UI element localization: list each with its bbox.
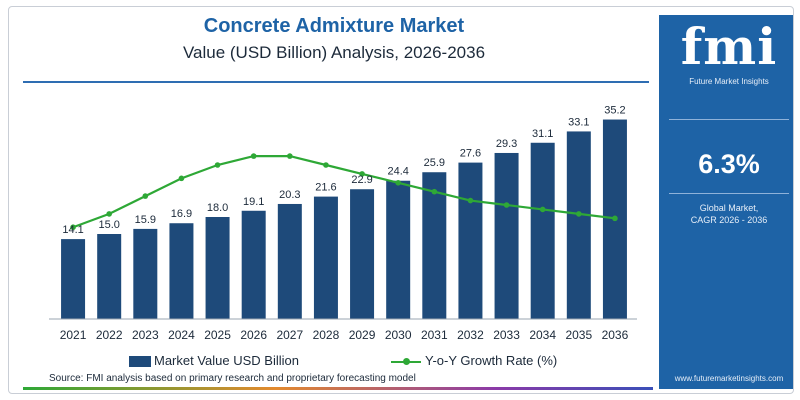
x-tick-label-2031: 2031: [421, 328, 448, 342]
bar-value-label-2024: 16.9: [171, 208, 192, 220]
bar-value-label-2030: 24.4: [387, 166, 408, 178]
x-tick-label-2032: 2032: [457, 328, 484, 342]
side-divider-top: [669, 119, 789, 120]
bottom-color-stripe: [23, 387, 653, 390]
x-tick-label-2022: 2022: [96, 328, 123, 342]
bar-2025: [205, 217, 230, 319]
bar-2023: [133, 228, 158, 319]
legend-bar-label: Market Value USD Billion: [154, 353, 299, 368]
growth-point-2021: [70, 224, 76, 231]
x-tick-label-2023: 2023: [132, 328, 159, 342]
growth-line: [72, 155, 616, 229]
growth-point-2028: [323, 162, 329, 168]
bar-value-label-2029: 22.9: [351, 174, 372, 186]
x-tick-label-2025: 2025: [204, 328, 231, 342]
x-tick-label-2036: 2036: [602, 328, 629, 342]
growth-point-2024: [178, 175, 185, 182]
bar-2022: [97, 234, 122, 319]
growth-point-2033: [503, 202, 510, 208]
cagr-value: 6.3%: [698, 149, 760, 179]
bar-value-label-2022: 15.0: [98, 219, 119, 231]
fmi-logo: fmi: [680, 17, 778, 76]
title-divider: [23, 81, 649, 83]
bar-value-label-2031: 25.9: [424, 157, 445, 169]
source-note: Source: FMI analysis based on primary re…: [49, 373, 416, 384]
bar-value-label-2036: 35.2: [604, 105, 625, 117]
bar-2021: [61, 239, 86, 319]
bar-2033: [494, 152, 519, 319]
growth-point-2025: [214, 162, 221, 168]
bar-2032: [458, 162, 483, 319]
bar-value-label-2035: 33.1: [568, 116, 589, 128]
bar-2026: [241, 210, 266, 319]
legend-bar-swatch: [129, 356, 151, 368]
x-tick-label-2034: 2034: [529, 328, 556, 342]
growth-point-2022: [106, 211, 112, 217]
legend-item-line: Y-o-Y Growth Rate (%): [391, 353, 557, 368]
bar-2029: [350, 189, 375, 319]
website-link[interactable]: www.futuremarketinsights.com: [674, 374, 784, 383]
bar-2027: [277, 203, 302, 319]
bar-value-label-2023: 15.9: [135, 214, 156, 226]
bar-2030: [386, 180, 411, 319]
x-tick-label-2030: 2030: [385, 328, 412, 342]
growth-point-2027: [287, 153, 293, 159]
growth-point-2034: [539, 206, 546, 213]
legend-line-label: Y-o-Y Growth Rate (%): [425, 353, 558, 368]
growth-point-2031: [431, 188, 438, 195]
bar-value-label-2026: 19.1: [243, 196, 264, 208]
x-tick-label-2029: 2029: [349, 328, 376, 342]
bar-2031: [422, 172, 447, 319]
growth-point-2023: [142, 193, 149, 199]
chart-subtitle: Value (USD Billion) Analysis, 2026-2036: [182, 43, 486, 62]
bar-value-label-2033: 29.3: [496, 138, 517, 150]
logo-tagline: Future Market Insights: [689, 77, 769, 86]
x-tick-label-2024: 2024: [168, 328, 195, 342]
bar-value-label-2021: 14.1: [62, 224, 83, 236]
bar-2035: [566, 131, 591, 319]
side-panel: fmi Future Market Insights 6.3% Global M…: [659, 15, 793, 389]
legend-line-swatch: [391, 356, 421, 367]
bar-2024: [169, 223, 194, 319]
bar-2034: [530, 142, 555, 319]
growth-point-2030: [395, 179, 401, 186]
growth-point-2026: [250, 153, 257, 159]
cagr-label-line2: CAGR 2026 - 2036: [690, 215, 768, 225]
cagr-label-line1: Global Market,: [699, 203, 759, 213]
growth-point-2032: [467, 197, 474, 204]
x-tick-label-2033: 2033: [493, 328, 520, 342]
growth-point-2035: [576, 211, 582, 217]
growth-point-2036: [612, 215, 618, 222]
x-tick-label-2028: 2028: [313, 328, 340, 342]
bar-2028: [313, 196, 338, 319]
growth-point-2029: [359, 171, 365, 177]
chart-title: Concrete Admixture Market: [203, 15, 465, 37]
chart-card: Concrete Admixture Market Value (USD Bil…: [8, 6, 794, 394]
bar-value-label-2027: 20.3: [279, 189, 300, 201]
bar-value-label-2028: 21.6: [315, 182, 336, 194]
bar-value-label-2034: 31.1: [532, 128, 553, 140]
bar-value-label-2032: 27.6: [460, 148, 481, 160]
legend-item-bar: Market Value USD Billion: [129, 353, 299, 368]
bar-value-label-2025: 18.0: [207, 202, 228, 214]
x-tick-label-2027: 2027: [276, 328, 303, 342]
x-tick-label-2021: 2021: [60, 328, 87, 342]
x-tick-label-2035: 2035: [565, 328, 592, 342]
side-divider-middle: [669, 193, 789, 194]
bar-line-chart: 14.1 15.0 15.9 16.9 18.0 19.1 20.3 21.6 22.9 24.4…: [49, 105, 637, 342]
x-tick-label-2026: 2026: [240, 328, 267, 342]
